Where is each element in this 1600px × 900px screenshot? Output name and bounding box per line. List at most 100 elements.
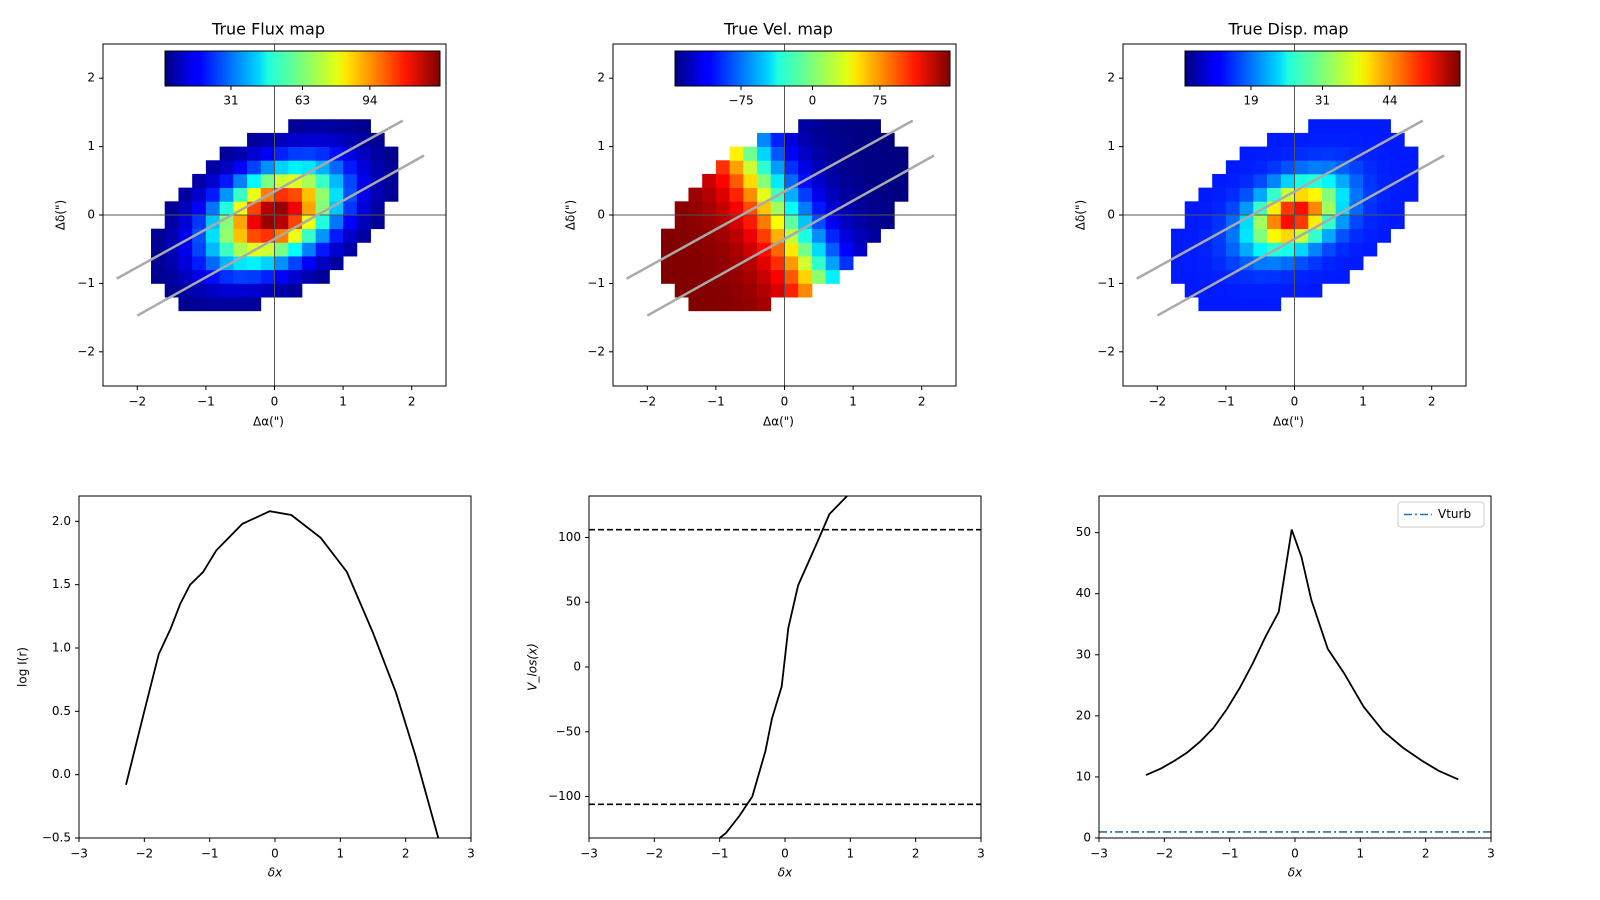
map-pixel xyxy=(798,119,813,134)
map-pixel xyxy=(205,228,221,243)
map-pixel xyxy=(866,160,881,175)
map-pixel xyxy=(219,269,234,284)
legend-label: Vturb xyxy=(1438,507,1471,521)
map-pixel xyxy=(1267,269,1282,284)
map-pixel xyxy=(219,242,234,257)
x-tick-label: −1 xyxy=(1221,847,1239,861)
map-pixel xyxy=(233,146,248,161)
map-pixel xyxy=(715,256,731,271)
map-pixel xyxy=(315,269,330,284)
map-pixel xyxy=(770,132,785,147)
map-pixel xyxy=(770,173,785,189)
map-pixel xyxy=(811,242,827,257)
map-pixel xyxy=(853,146,868,161)
map-pixel xyxy=(1212,283,1227,298)
map-pixel xyxy=(384,187,399,202)
y-tick-label: 50 xyxy=(1076,525,1091,539)
map-pixel xyxy=(1253,215,1268,230)
x-tick-label: −2 xyxy=(638,395,656,409)
map-pixel xyxy=(688,242,703,257)
map-pixel xyxy=(894,173,909,189)
map-pixel xyxy=(315,256,330,271)
map-pixel xyxy=(1335,242,1350,257)
map-pixel xyxy=(288,256,303,271)
x-tick-label: −2 xyxy=(645,847,663,861)
map-pixel xyxy=(301,187,317,202)
map-pixel xyxy=(1239,187,1254,202)
map-pixel xyxy=(1198,187,1213,202)
map-pixel xyxy=(743,242,758,257)
map-pixel xyxy=(1363,160,1378,175)
x-tick-label: −3 xyxy=(70,847,88,861)
map-pixel xyxy=(1376,119,1391,134)
map-pixel xyxy=(757,146,772,161)
map-pixel xyxy=(356,160,371,175)
map-pixel xyxy=(811,256,827,271)
map-pixel xyxy=(743,297,758,312)
map-pixel xyxy=(1294,146,1309,161)
map-pixel xyxy=(288,132,303,147)
map-pixel xyxy=(674,201,689,216)
map-pixel xyxy=(880,201,895,216)
map-pixel xyxy=(1321,132,1337,147)
map-pixel xyxy=(247,173,262,189)
map-pixel xyxy=(1212,187,1227,202)
y-tick-label: 0 xyxy=(597,208,605,222)
map-pixel xyxy=(1239,201,1254,216)
map-pixel xyxy=(370,201,385,216)
y-tick-label: 2 xyxy=(87,71,95,85)
series-line xyxy=(125,510,440,838)
map-pixel xyxy=(757,160,772,175)
map-pixel xyxy=(329,160,344,175)
x-tick-label: −1 xyxy=(1217,395,1235,409)
map-pixel xyxy=(329,173,344,189)
map-pixel xyxy=(151,256,166,271)
map-pixel xyxy=(1363,215,1378,230)
map-pixel xyxy=(1267,283,1282,298)
map-pixel xyxy=(798,160,813,175)
map-pixel xyxy=(247,228,262,243)
x-tick-label: 3 xyxy=(1487,847,1495,861)
x-tick-label: 3 xyxy=(977,847,985,861)
map-pixel xyxy=(1212,173,1227,189)
y-tick-label: 10 xyxy=(1076,769,1091,783)
y-tick-label: −0.5 xyxy=(42,831,71,845)
map-pixel xyxy=(219,228,234,243)
y-axis-label: Δδ(") xyxy=(564,200,578,230)
map-pixel xyxy=(743,173,758,189)
map-pixel xyxy=(1321,146,1337,161)
map-pixel xyxy=(839,242,854,257)
x-tick-label: −2 xyxy=(135,847,153,861)
map-pixel xyxy=(866,119,881,134)
map-pixel xyxy=(1335,146,1350,161)
map-pixel xyxy=(274,269,289,284)
map-pixel xyxy=(1225,215,1241,230)
map-pixel xyxy=(688,201,703,216)
map-pixel xyxy=(1376,215,1391,230)
map-pixel xyxy=(729,173,744,189)
map-pixel xyxy=(301,201,317,216)
map-pixel xyxy=(178,242,193,257)
map-pixel xyxy=(1225,269,1241,284)
map-pixel xyxy=(729,297,744,312)
y-tick-label: 40 xyxy=(1076,586,1091,600)
map-pixel xyxy=(825,187,840,202)
map-pixel xyxy=(1308,228,1323,243)
colorbar-tick-label: 31 xyxy=(1315,94,1330,108)
map-pixel xyxy=(233,297,248,312)
map-pixel xyxy=(1349,256,1364,271)
x-tick-label: 1 xyxy=(847,847,855,861)
map-pixel xyxy=(825,119,840,134)
map-pixel xyxy=(743,160,758,175)
map-pixel xyxy=(811,119,827,134)
map-pixel xyxy=(839,215,854,230)
map-pixel xyxy=(219,146,234,161)
map-pixel xyxy=(743,215,758,230)
y-tick-label: 100 xyxy=(558,530,581,544)
map-pixel xyxy=(880,160,895,175)
panel-title: True Vel. map xyxy=(723,20,833,39)
x-axis-label: Δα(") xyxy=(763,415,794,429)
map-pixel xyxy=(1349,187,1364,202)
map-pixel xyxy=(757,187,772,202)
map-pixel xyxy=(1308,242,1323,257)
